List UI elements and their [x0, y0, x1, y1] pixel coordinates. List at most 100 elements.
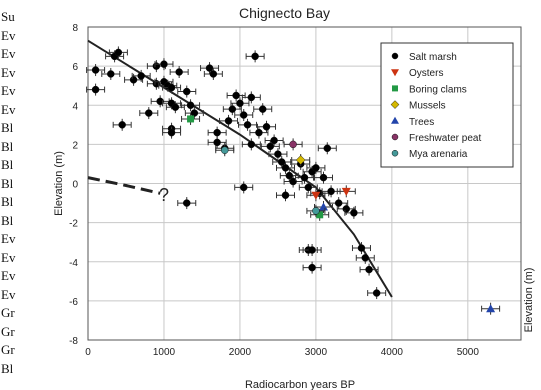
- document-outline-list: Su Ev Ev Ev Ev Ev Bl Bl Bl Bl Bl Bl Ev Ev Ev Ev Gr Gr Gr Bl: [0, 0, 40, 390]
- data-point-salt-marsh: [304, 183, 313, 192]
- y-axis-label: Elevation (m): [53, 151, 65, 216]
- outline-item[interactable]: Ev: [1, 249, 16, 265]
- outline-item[interactable]: Bl: [1, 138, 14, 154]
- data-point-salt-marsh: [350, 209, 358, 217]
- outline-item[interactable]: Ev: [1, 101, 16, 117]
- legend-marker: [391, 116, 399, 124]
- data-point-salt-marsh: [361, 254, 370, 262]
- data-point-salt-marsh: [137, 72, 145, 80]
- legend-box: [380, 42, 514, 168]
- y-axis-label-right: Elevation (m): [523, 268, 535, 333]
- outline-item[interactable]: Bl: [1, 175, 14, 191]
- data-point-salt-marsh: [323, 144, 332, 153]
- data-point-salt-marsh: [281, 191, 290, 199]
- data-point-salt-marsh: [107, 70, 115, 78]
- legend-label: Oysters: [409, 68, 443, 79]
- data-point-oysters: [311, 191, 321, 200]
- data-point-salt-marsh: [156, 97, 164, 106]
- legend-label: Mya arenaria: [409, 149, 468, 160]
- data-point-salt-marsh: [224, 117, 233, 125]
- outline-item[interactable]: Bl: [1, 360, 14, 376]
- y-tick-label: -8: [69, 336, 78, 347]
- y-tick-label: 2: [72, 140, 78, 151]
- data-point-salt-marsh: [308, 263, 316, 272]
- data-point-salt-marsh: [183, 199, 191, 207]
- legend-marker: [391, 133, 399, 141]
- data-point-boring-clams: [316, 211, 324, 219]
- data-point-salt-marsh: [247, 93, 256, 102]
- data-point-salt-marsh: [171, 103, 180, 111]
- data-point-salt-marsh: [213, 128, 221, 137]
- legend-label: Salt marsh: [409, 52, 457, 63]
- legend-label: Trees: [409, 117, 434, 128]
- outline-item[interactable]: Ev: [1, 27, 16, 43]
- data-point-mussels: [295, 155, 306, 165]
- data-point-salt-marsh: [270, 136, 278, 145]
- outline-item[interactable]: Bl: [1, 157, 14, 172]
- y-tick-label: 0: [72, 180, 78, 191]
- outline-item[interactable]: Bl: [1, 212, 14, 228]
- data-point-boring-clams: [187, 115, 195, 123]
- data-point-salt-marsh: [258, 105, 267, 113]
- y-tick-label: 6: [72, 62, 78, 73]
- outline-item[interactable]: Ev: [1, 286, 16, 302]
- x-tick-label: 2000: [229, 347, 252, 358]
- outline-item[interactable]: Su: [1, 9, 15, 24]
- outline-item[interactable]: Ev: [1, 46, 16, 61]
- data-point-salt-marsh: [281, 164, 290, 172]
- x-tick-label: 5000: [457, 347, 480, 358]
- y-tick-label: -2: [69, 219, 78, 230]
- outline-item[interactable]: Ev: [1, 231, 16, 246]
- data-point-salt-marsh: [251, 52, 259, 61]
- data-point-salt-marsh: [91, 85, 100, 94]
- question-mark-annotation: ?: [159, 185, 169, 205]
- data-point-trees: [486, 304, 496, 313]
- data-point-salt-marsh: [334, 199, 343, 207]
- data-point-salt-marsh: [114, 48, 123, 57]
- legend-label: Freshwater peat: [409, 133, 481, 144]
- legend-label: Mussels: [409, 101, 446, 112]
- legend-marker: [390, 100, 400, 109]
- x-axis-label: Radiocarbon years BP: [245, 379, 355, 390]
- data-point-salt-marsh: [289, 177, 297, 186]
- data-point-salt-marsh: [232, 91, 240, 100]
- data-point-salt-marsh: [274, 150, 282, 158]
- data-point-salt-marsh: [365, 265, 373, 274]
- data-point-salt-marsh: [118, 121, 126, 129]
- data-point-mya-arenaria: [220, 146, 229, 154]
- data-point-salt-marsh: [239, 111, 248, 119]
- dashed-curve: [87, 176, 161, 195]
- data-point-salt-marsh: [213, 138, 221, 147]
- data-point-salt-marsh: [236, 99, 244, 108]
- x-tick-label: 1000: [153, 347, 176, 358]
- data-point-salt-marsh: [160, 60, 168, 68]
- data-point-salt-marsh: [357, 244, 366, 252]
- data-point-salt-marsh: [186, 101, 195, 109]
- data-point-salt-marsh: [319, 173, 328, 182]
- y-tick-label: -4: [69, 258, 78, 269]
- data-point-salt-marsh: [327, 187, 335, 196]
- legend-marker: [392, 85, 398, 92]
- y-tick-label: 4: [72, 101, 78, 112]
- data-point-salt-marsh: [300, 173, 309, 182]
- data-point-salt-marsh: [308, 246, 316, 254]
- outline-item[interactable]: Ev: [1, 64, 16, 80]
- data-point-oysters: [341, 187, 351, 196]
- data-point-salt-marsh: [167, 83, 176, 92]
- outline-item[interactable]: Ev: [1, 268, 16, 283]
- data-point-mya-arenaria: [312, 207, 320, 215]
- y-tick-label: -6: [69, 297, 78, 308]
- data-point-salt-marsh: [262, 123, 271, 131]
- outline-item[interactable]: Gr: [1, 342, 15, 357]
- outline-item[interactable]: Gr: [1, 323, 15, 339]
- outline-item[interactable]: Bl: [1, 194, 14, 209]
- legend-marker: [391, 69, 399, 77]
- outline-item[interactable]: Bl: [1, 120, 14, 135]
- data-point-salt-marsh: [91, 66, 100, 74]
- data-point-salt-marsh: [175, 68, 183, 76]
- outline-item[interactable]: Ev: [1, 83, 16, 98]
- data-point-salt-marsh: [209, 70, 218, 78]
- outline-item[interactable]: Gr: [1, 305, 15, 320]
- data-point-salt-marsh: [342, 205, 351, 213]
